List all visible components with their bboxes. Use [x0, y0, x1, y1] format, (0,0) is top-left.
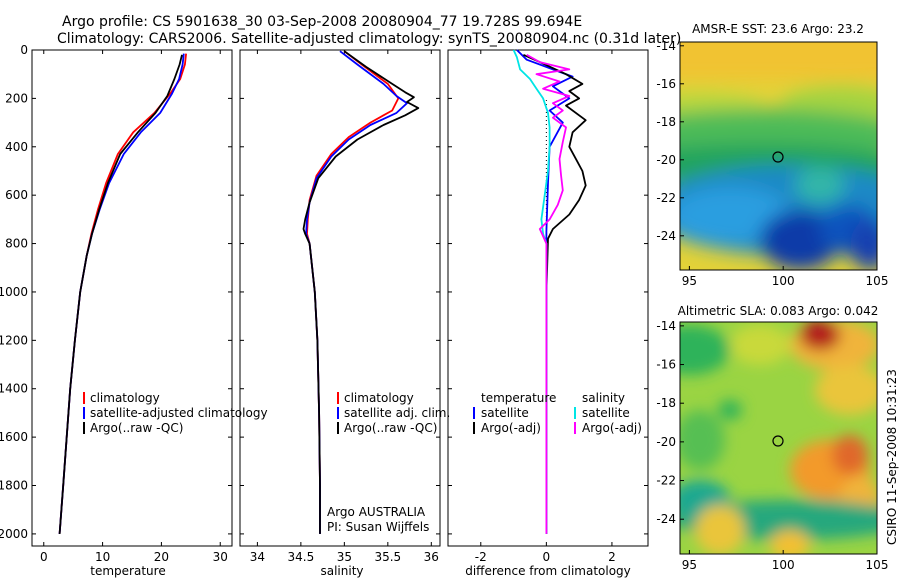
- map-y-tick-label: -18: [656, 115, 676, 129]
- xlabel-temperature: temperature: [90, 564, 165, 578]
- series-line-satellite-adj-clim-: [305, 50, 408, 534]
- y-tick-label: 0: [20, 43, 28, 57]
- sla-map: Altimetric SLA: 0.083 Argo: 0.042: [656, 304, 889, 572]
- x-tick-label: -2: [475, 550, 487, 564]
- map-x-tick-label: 105: [866, 558, 889, 572]
- map-x-tick-label: 105: [866, 274, 889, 288]
- map-y-tick-label: -22: [656, 474, 676, 488]
- legend-diff-sal-argo: Argo(-adj): [582, 421, 642, 435]
- map-y-tick-label: -14: [656, 39, 676, 53]
- legend-temperature-item-2: satellite-adjusted climatology: [90, 406, 268, 420]
- x-tick-label: 20: [154, 550, 169, 564]
- annotation-argo-australia: Argo AUSTRALIA: [327, 505, 426, 519]
- xlabel-difference: difference from climatology: [465, 564, 631, 578]
- legend-salinity-item-1: climatology: [344, 391, 414, 405]
- figure-title-line1: Argo profile: CS 5901638_30 03-Sep-2008 …: [62, 14, 582, 30]
- y-tick-label: 1600: [0, 430, 28, 444]
- x-tick-label: 0: [40, 550, 48, 564]
- sst-argo-location-marker: [772, 151, 784, 163]
- x-tick-label: 34.5: [288, 550, 315, 564]
- map-y-tick-label: -24: [656, 229, 676, 243]
- figure-title-line2: Climatology: CARS2006. Satellite-adjuste…: [57, 31, 681, 47]
- panel-salinity: 34 34.5 35 35.5 36 salinity: [239, 49, 441, 578]
- y-tick-label: 1200: [0, 333, 28, 347]
- x-tick-label: 36: [424, 550, 439, 564]
- map-x-tick-label: 95: [682, 558, 697, 572]
- map-y-tick-label: -22: [656, 191, 676, 205]
- sla-map-title: Altimetric SLA: 0.083 Argo: 0.042: [678, 304, 879, 318]
- sst-map: AMSR-E SST: 23.6 Argo: 23.2 95 100 105 -14 -…: [656, 22, 889, 288]
- legend-diff-sal-satellite: satellite: [582, 406, 630, 420]
- x-tick-label: 30: [213, 550, 228, 564]
- panel-difference: -2 0 2 difference from climatology: [447, 49, 649, 578]
- y-tick-label: 1000: [0, 285, 28, 299]
- x-tick-label: 2: [608, 550, 616, 564]
- y-tick-label: 2000: [0, 527, 28, 541]
- sla-argo-location-marker: [772, 435, 784, 447]
- legend-temperature-item-3: Argo(..raw -QC): [90, 421, 183, 435]
- x-tick-label: 0: [543, 550, 551, 564]
- panel-temperature: 0 10 20 30 0 200 400 600 800 1000 1200 1400 1600 1800…: [0, 43, 233, 578]
- map-x-tick-label: 95: [682, 274, 697, 288]
- series-line-salinity-satellite: [512, 49, 551, 534]
- legend-difference: temperature satellite Argo(-adj) salinit…: [473, 391, 642, 435]
- legend-temperature-item-1: climatology: [90, 391, 160, 405]
- xlabel-salinity: salinity: [320, 564, 363, 578]
- series-line-temperature-satellite: [516, 49, 574, 534]
- map-x-tick-label: 100: [772, 558, 795, 572]
- series-line-temperature-argo-adj-: [523, 53, 587, 534]
- legend-diff-temperature-heading: temperature: [481, 391, 556, 405]
- legend-diff-temp-argo: Argo(-adj): [481, 421, 541, 435]
- series-line-salinity-argo-adj-: [526, 54, 571, 534]
- x-tick-label: 10: [95, 550, 110, 564]
- map-y-tick-label: -16: [656, 77, 676, 91]
- x-tick-label: 34: [250, 550, 265, 564]
- series-line-satellite-adjusted-climatology: [58, 53, 185, 534]
- map-y-tick-label: -18: [656, 396, 676, 410]
- legend-salinity-item-2: satellite adj. clim.: [344, 406, 450, 420]
- map-y-tick-label: -16: [656, 358, 676, 372]
- legend-diff-temp-satellite: satellite: [481, 406, 529, 420]
- sst-map-title: AMSR-E SST: 23.6 Argo: 23.2: [692, 22, 864, 36]
- legend-diff-salinity-heading: salinity: [582, 391, 625, 405]
- series-line-climatology: [58, 53, 187, 534]
- y-tick-label: 800: [5, 237, 28, 251]
- y-tick-label: 200: [5, 91, 28, 105]
- map-y-tick-label: -24: [656, 512, 676, 526]
- annotation-pi: PI: Susan Wijffels: [327, 520, 429, 534]
- legend-salinity-item-3: Argo(..raw -QC): [344, 421, 437, 435]
- series-line-argo-raw-qc-: [58, 54, 183, 534]
- legend-salinity: climatology satellite adj. clim. Argo(..…: [327, 391, 450, 534]
- map-y-tick-label: -14: [656, 319, 676, 333]
- map-x-tick-label: 100: [772, 274, 795, 288]
- map-y-tick-label: -20: [656, 435, 676, 449]
- x-tick-label: 35.5: [374, 550, 401, 564]
- y-tick-label: 1800: [0, 479, 28, 493]
- map-y-tick-label: -20: [656, 153, 676, 167]
- y-tick-label: 600: [5, 188, 28, 202]
- y-tick-label: 1400: [0, 382, 28, 396]
- side-label: CSIRO 11-Sep-2008 10:31:23: [885, 369, 899, 545]
- x-tick-label: 35: [337, 550, 352, 564]
- legend-temperature: climatology satellite-adjusted climatolo…: [83, 391, 268, 435]
- series-line-argo-raw-qc-: [302, 50, 420, 534]
- y-tick-label: 400: [5, 140, 28, 154]
